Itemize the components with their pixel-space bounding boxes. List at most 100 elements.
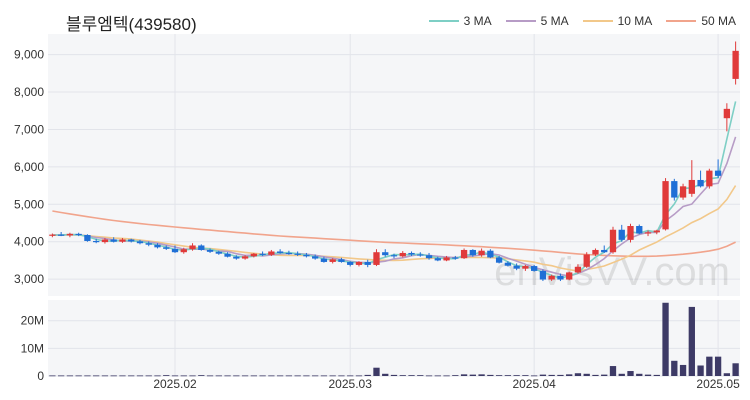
volume-bar [460, 374, 468, 376]
volume-bar [513, 375, 520, 376]
candle-body [171, 248, 179, 253]
volume-bar [566, 374, 573, 376]
volume-bar [276, 375, 284, 377]
volume-bar [355, 375, 363, 377]
volume-bar [268, 375, 275, 377]
volume-bar [66, 375, 74, 377]
price-panel-background [48, 34, 740, 296]
candle-body [601, 249, 608, 253]
candle-body [198, 245, 205, 250]
candle-body [434, 258, 441, 261]
volume-bar [478, 374, 485, 376]
volume-bar [329, 375, 336, 377]
volume-bar [163, 375, 170, 376]
x-tick-label: 2025.05 [696, 377, 740, 391]
volume-bar [469, 374, 476, 376]
candle-body [478, 250, 485, 256]
candle-body [233, 256, 240, 259]
candle-body [215, 251, 222, 254]
price-tick-label: 3,000 [14, 272, 44, 286]
candle-body [723, 108, 731, 119]
volume-bar [653, 374, 660, 376]
price-tick-label: 8,000 [14, 85, 44, 99]
volume-bar [320, 375, 328, 377]
volume-bar [154, 375, 161, 377]
volume-bar [128, 375, 135, 377]
volume-bar [443, 375, 450, 377]
candle-body [128, 239, 135, 242]
volume-bar [180, 375, 187, 377]
volume-bar [408, 375, 415, 376]
volume-bar [198, 375, 205, 376]
volume-tick-label: 20M [21, 314, 44, 328]
candle-body [84, 234, 91, 241]
legend-item-10ma: 10 MA [582, 14, 652, 28]
candle-body [627, 226, 634, 240]
volume-bar [714, 356, 722, 376]
volume-bar [697, 365, 704, 376]
volume-bar [417, 375, 424, 376]
legend-item-50ma: 50 MA [666, 14, 736, 28]
volume-bar [373, 367, 380, 376]
candle-body [355, 261, 363, 265]
candle-body [303, 254, 310, 257]
candle-body [119, 239, 126, 242]
candle-body [347, 261, 354, 265]
candle-body [268, 251, 275, 255]
candle-body [452, 257, 459, 259]
volume-bar [101, 375, 109, 377]
candle-body [566, 272, 573, 280]
candle-body [583, 254, 590, 267]
legend-swatch-5ma [505, 20, 536, 22]
volume-bar [338, 375, 345, 377]
candle-body [320, 258, 328, 262]
volume-bar [364, 374, 371, 376]
candle-body [49, 234, 56, 236]
volume-bar [215, 375, 222, 377]
volume-bar [732, 363, 739, 376]
candle-body [688, 179, 695, 194]
candle-body [618, 229, 625, 240]
volume-bar [574, 373, 582, 376]
legend-label-3ma: 3 MA [463, 14, 492, 28]
candle-body [417, 254, 424, 256]
volume-bar [522, 375, 529, 376]
volume-bar [530, 375, 538, 377]
volume-bar [206, 375, 214, 377]
volume-bar [312, 375, 319, 377]
volume-bar [303, 375, 310, 377]
candle-body [66, 233, 74, 236]
volume-bar [49, 375, 56, 377]
volume-bar [294, 375, 301, 377]
candle-body [653, 230, 660, 233]
volume-bar [347, 375, 354, 377]
volume-bar [434, 375, 441, 377]
candle-body [548, 275, 555, 280]
volume-tick-label: 0 [37, 369, 44, 383]
candle-body [382, 252, 389, 256]
volume-bar [662, 302, 669, 376]
candle-body [706, 170, 713, 187]
candle-body [101, 239, 109, 243]
volume-bar [627, 371, 634, 376]
candle-body [224, 253, 231, 257]
candle-body [136, 241, 144, 244]
candle-body [364, 261, 371, 265]
volume-bar [119, 375, 126, 377]
price-tick-label: 7,000 [14, 122, 44, 136]
candle-body [338, 259, 345, 262]
candle-body [714, 170, 722, 176]
volume-bar [57, 375, 65, 377]
candle-body [679, 186, 687, 198]
candle-body [93, 240, 100, 243]
volume-bar [671, 360, 678, 376]
volume-bar [548, 374, 555, 376]
volume-bar [592, 374, 599, 376]
volume-bar [233, 375, 240, 377]
candle-body [329, 259, 336, 262]
candle-body [495, 257, 503, 263]
candle-body [636, 226, 643, 234]
volume-bar [583, 373, 590, 376]
legend-swatch-3ma [428, 20, 459, 22]
